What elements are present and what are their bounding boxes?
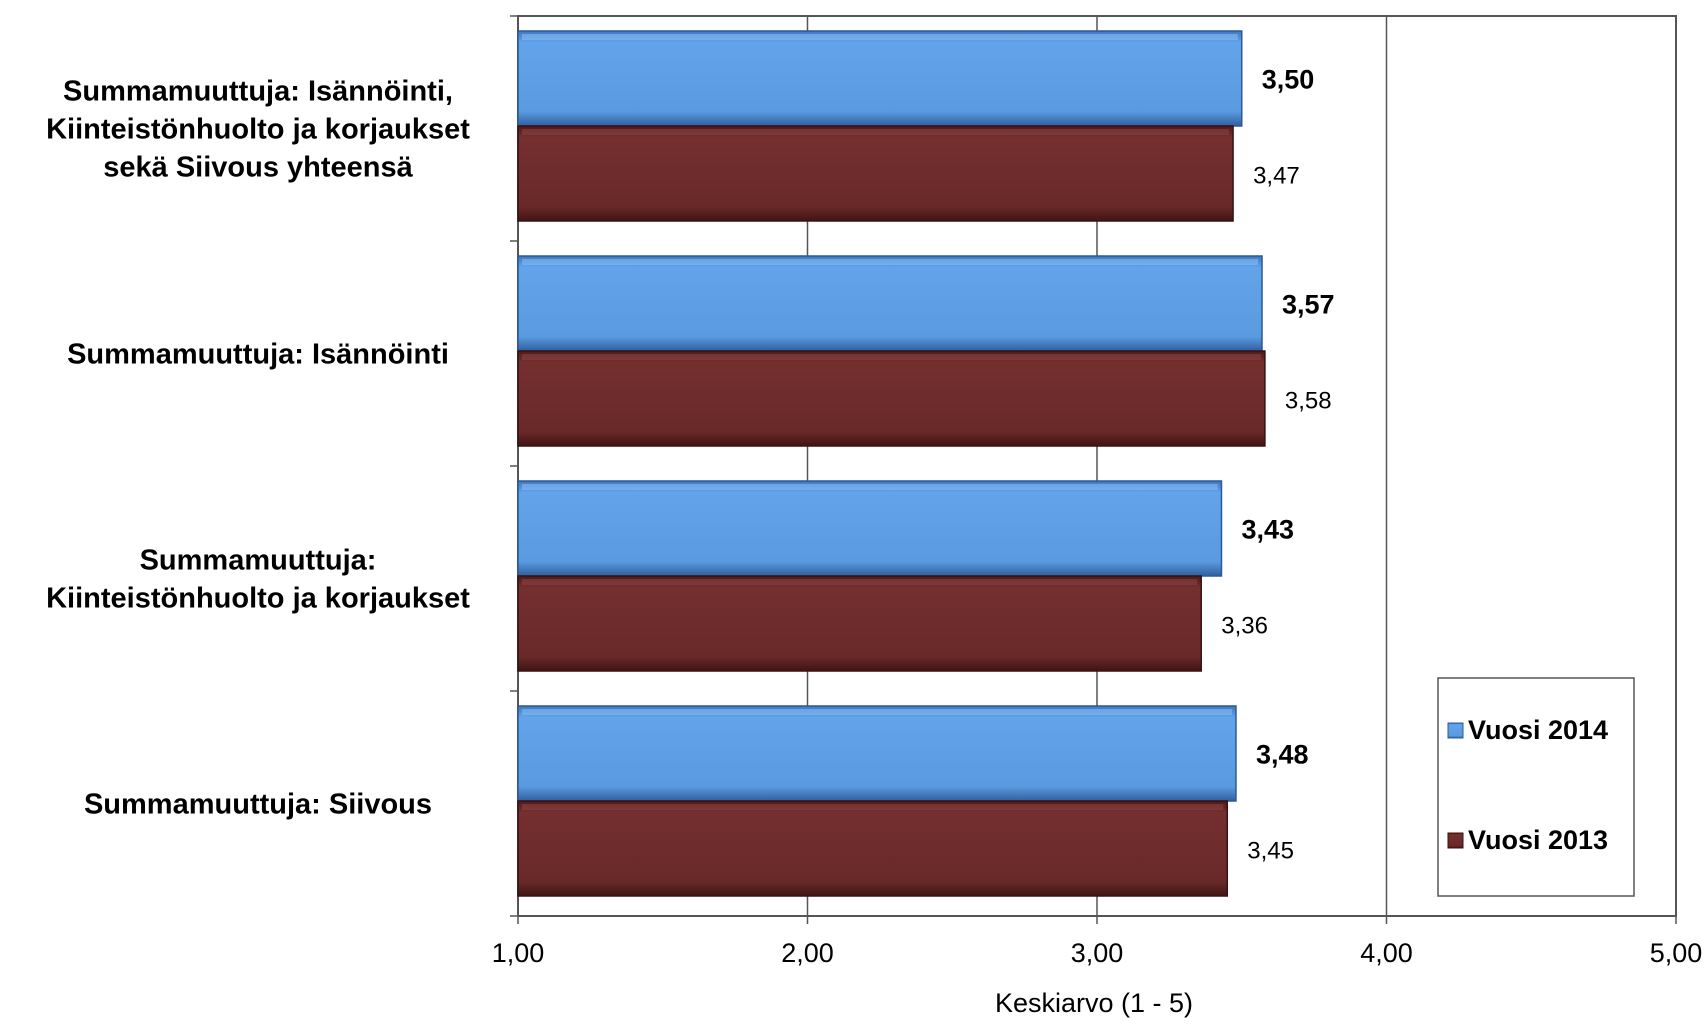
- data-label: 3,48: [1256, 740, 1309, 770]
- x-tick-label: 4,00: [1360, 938, 1413, 968]
- bar-bevel: [522, 484, 1218, 490]
- x-tick-label: 2,00: [781, 938, 834, 968]
- legend-box: [1437, 677, 1635, 897]
- x-tick-label: 5,00: [1650, 938, 1703, 968]
- legend-swatch: [1447, 722, 1464, 739]
- bar-vuosi-2013: [517, 350, 1266, 447]
- data-label: 3,43: [1241, 515, 1294, 545]
- x-axis-title: Keskiarvo (1 - 5): [995, 988, 1193, 1018]
- category-label: Summamuuttuja: Isännöinti, Kiinteistönhuo…: [46, 76, 470, 184]
- x-tick-label: 1,00: [492, 938, 545, 968]
- x-tick-label: 3,00: [1071, 938, 1124, 968]
- bars: [517, 30, 1266, 897]
- legend-swatch: [1447, 832, 1464, 849]
- category-label: Summamuuttuja: Siivous: [84, 789, 432, 821]
- bar-vuosi-2014: [517, 30, 1243, 127]
- data-label: 3,36: [1221, 613, 1268, 640]
- legend-label: Vuosi 2014: [1468, 715, 1608, 745]
- bar-bevel: [522, 129, 1230, 135]
- category-label: Summamuuttuja: Isännöinti: [67, 339, 449, 371]
- bar-bevel: [522, 804, 1224, 810]
- category-label: Summamuuttuja: Kiinteistönhuolto ja korja…: [46, 545, 470, 615]
- legend: Vuosi 2014 Vuosi 2013: [1437, 677, 1635, 897]
- bar-bevel: [522, 709, 1232, 715]
- bar-bevel: [522, 354, 1261, 360]
- bar-vuosi-2014: [517, 705, 1237, 802]
- axes: [510, 15, 1677, 924]
- bar-vuosi-2013: [517, 125, 1234, 222]
- data-label: 3,57: [1282, 290, 1335, 320]
- bar-bevel: [522, 259, 1259, 265]
- data-label: 3,45: [1247, 838, 1294, 865]
- bar-bevel: [522, 34, 1238, 40]
- legend-label: Vuosi 2013: [1468, 825, 1608, 855]
- bar-bevel: [522, 579, 1198, 585]
- bar-vuosi-2013: [517, 800, 1229, 897]
- data-label: 3,47: [1253, 163, 1300, 190]
- bar-vuosi-2013: [517, 575, 1202, 672]
- data-label: 3,58: [1285, 388, 1332, 415]
- labels: 1,00 2,00 3,00 4,00 5,00 Keskiarvo (1 - 5) Sum…: [46, 65, 1702, 1019]
- bar-vuosi-2014: [517, 480, 1223, 577]
- data-label: 3,50: [1262, 65, 1315, 95]
- bar-vuosi-2014: [517, 255, 1263, 352]
